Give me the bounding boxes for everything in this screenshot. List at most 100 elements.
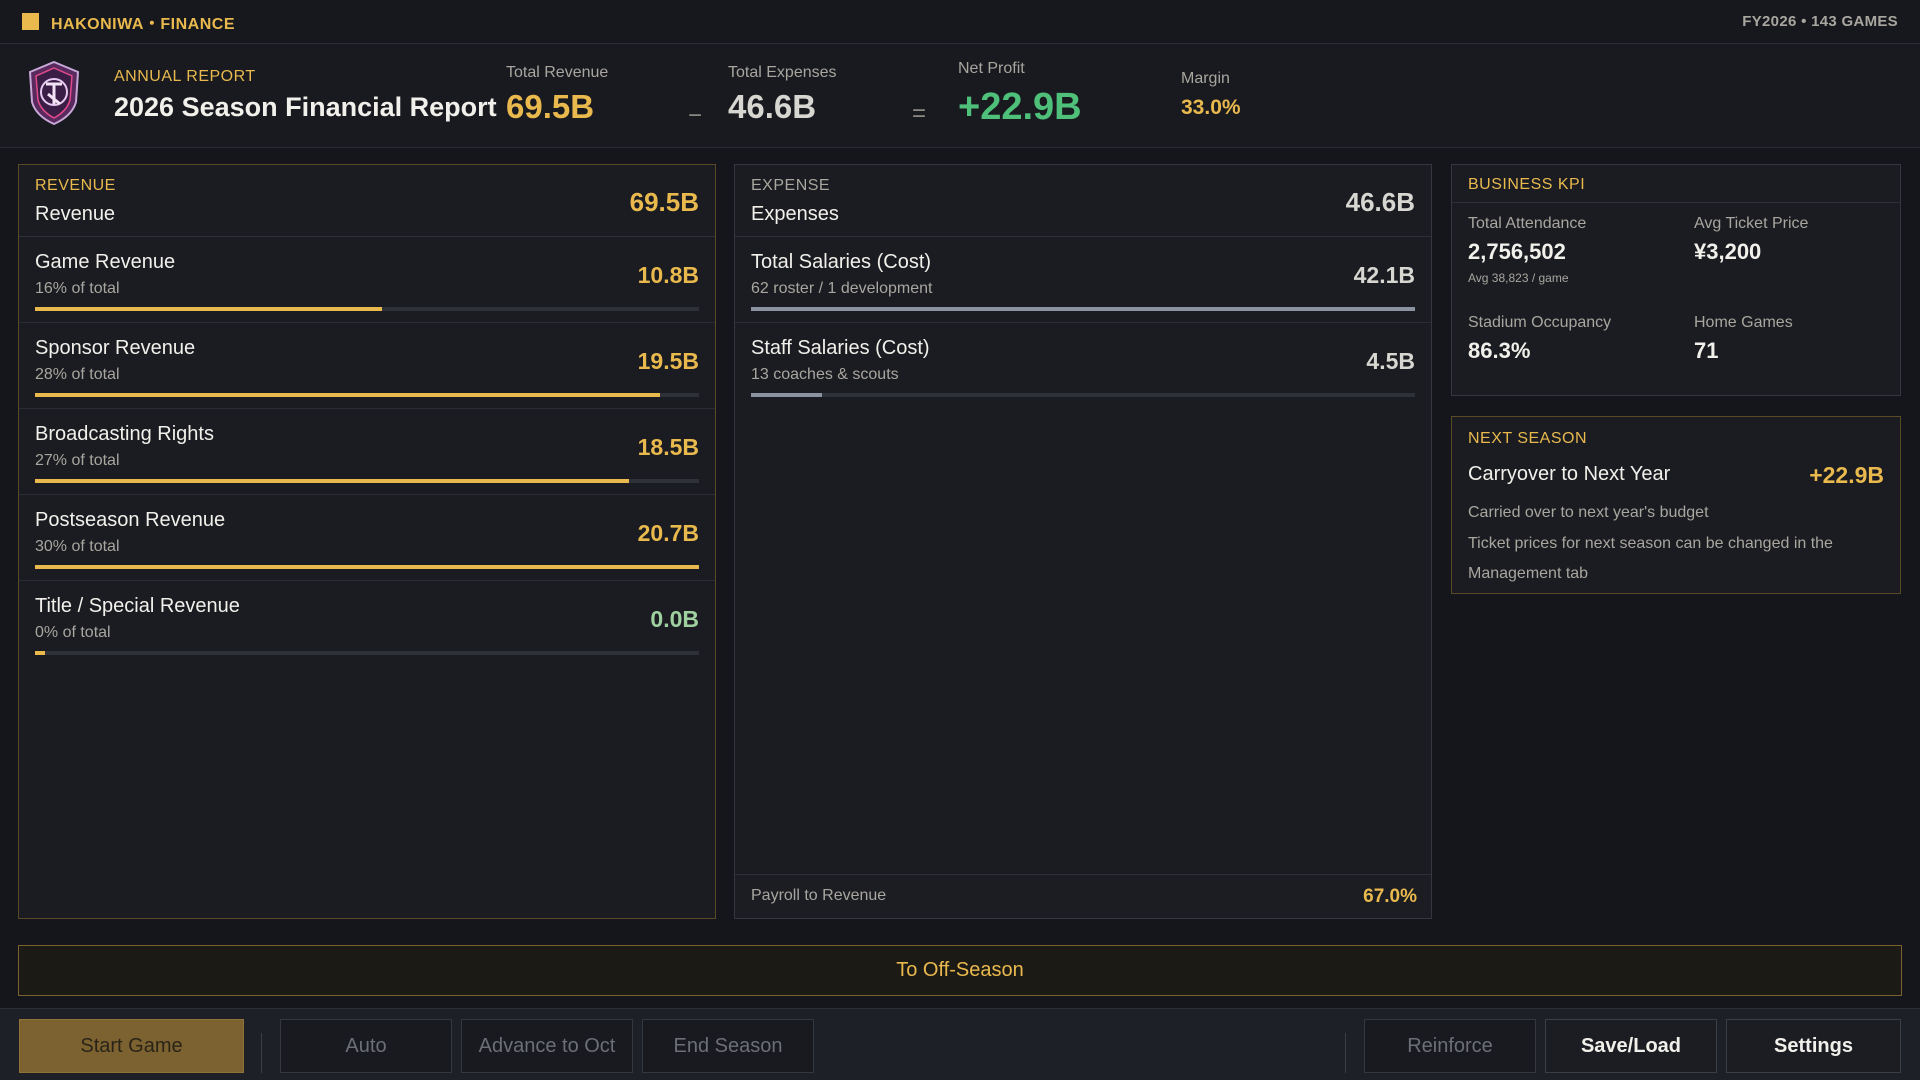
brand: HAKONIWA・FINANCE (22, 10, 235, 34)
kpi-occupancy: Stadium Occupancy 86.3% (1468, 314, 1611, 364)
kpi-home-games: Home Games 71 (1694, 314, 1793, 364)
kpi-kicker: BUSINESS KPI (1468, 176, 1586, 193)
share-bar-fill (35, 479, 629, 483)
line-item-share: 28% of total (35, 366, 120, 383)
payroll-ratio-label: Payroll to Revenue (751, 887, 887, 904)
save-load-button[interactable]: Save/Load (1545, 1019, 1717, 1073)
report-header: ANNUAL REPORT 2026 Season Financial Repo… (0, 44, 1920, 148)
line-item-value: 0.0B (650, 606, 699, 632)
line-item-row: Game Revenue 16% of total 10.8B (19, 237, 715, 323)
home-games-value: 71 (1694, 338, 1719, 363)
team-crest-icon (28, 60, 80, 126)
line-item-share: 16% of total (35, 280, 120, 297)
start-game-button[interactable]: Start Game (19, 1019, 244, 1073)
kpi-attendance: Total Attendance 2,756,502 Avg 38,823 / … (1468, 215, 1586, 285)
top-bar: HAKONIWA・FINANCE FY2026 • 143 GAMES (0, 0, 1920, 44)
share-bar-fill (35, 565, 699, 569)
share-bar-fill (751, 307, 1415, 311)
to-offseason-button[interactable]: To Off-Season (18, 945, 1902, 996)
total-revenue-label: Total Revenue (506, 64, 609, 81)
total-expenses-label: Total Expenses (728, 64, 837, 81)
line-item-name: Broadcasting Rights (35, 423, 214, 445)
toolbar-divider (1345, 1033, 1346, 1073)
net-profit-label: Net Profit (958, 60, 1025, 77)
season-meta: FY2026 • 143 GAMES (1742, 13, 1898, 30)
ticket-price-label: Avg Ticket Price (1694, 215, 1809, 232)
line-item-share: 0% of total (35, 624, 111, 641)
share-bar-fill (35, 307, 383, 311)
expense-panel: EXPENSE Expenses 46.6B Total Salaries (C… (734, 164, 1432, 919)
toolbar-divider (261, 1033, 262, 1073)
page-title: 2026 Season Financial Report (114, 92, 497, 122)
line-item-value: 18.5B (637, 434, 699, 460)
payroll-ratio-footer: Payroll to Revenue 67.0% (735, 874, 1431, 918)
kpi-ticket-price: Avg Ticket Price ¥3,200 (1694, 215, 1808, 265)
line-item-row: Staff Salaries (Cost) 13 coaches & scouts… (735, 323, 1431, 409)
occupancy-value: 86.3% (1468, 338, 1531, 363)
carryover-note: Carried over to next year's budget (1468, 504, 1709, 521)
line-item-row: Title / Special Revenue 0% of total 0.0B (19, 581, 715, 667)
line-item-value: 10.8B (637, 262, 699, 288)
line-item-row: Broadcasting Rights 27% of total 18.5B (19, 409, 715, 495)
auto-button[interactable]: Auto (280, 1019, 452, 1073)
business-kpi-panel: BUSINESS KPI Total Attendance 2,756,502 … (1451, 164, 1901, 396)
revenue-panel-header: REVENUE Revenue 69.5B (19, 165, 715, 237)
share-bar-fill (35, 393, 661, 397)
line-item-row: Sponsor Revenue 28% of total 19.5B (19, 323, 715, 409)
line-item-share: 62 roster / 1 development (751, 280, 933, 297)
share-bar-track (35, 565, 699, 569)
line-item-value: 20.7B (637, 520, 699, 546)
ticket-price-value: ¥3,200 (1694, 239, 1762, 264)
expense-panel-header: EXPENSE Expenses 46.6B (735, 165, 1431, 237)
attendance-value: 2,756,502 (1468, 239, 1566, 264)
margin-value: 33.0% (1181, 96, 1241, 119)
share-bar-track (35, 651, 699, 655)
margin-label: Margin (1181, 70, 1230, 87)
next-season-panel: NEXT SEASON Carryover to Next Year +22.9… (1451, 416, 1901, 594)
equals-operator: = (912, 100, 927, 127)
share-bar-track (751, 393, 1415, 397)
carryover-value: +22.9B (1809, 462, 1884, 488)
line-item-name: Staff Salaries (Cost) (751, 337, 930, 359)
line-item-name: Postseason Revenue (35, 509, 226, 531)
revenue-panel: REVENUE Revenue 69.5B Game Revenue 16% of… (18, 164, 716, 919)
line-item-value: 19.5B (637, 348, 699, 374)
share-bar-track (35, 393, 699, 397)
bottom-toolbar: Start Game Auto Advance to Oct End Seaso… (0, 1008, 1920, 1080)
share-bar-track (35, 479, 699, 483)
share-bar-track (35, 307, 699, 311)
line-item-row: Total Salaries (Cost) 62 roster / 1 devel… (735, 237, 1431, 323)
line-item-share: 13 coaches & scouts (751, 366, 899, 383)
advance-to-oct-button[interactable]: Advance to Oct (461, 1019, 633, 1073)
next-season-kicker: NEXT SEASON (1468, 430, 1588, 447)
minus-operator: − (688, 102, 703, 129)
line-item-share: 27% of total (35, 452, 120, 469)
line-item-share: 30% of total (35, 538, 120, 555)
share-bar-fill (751, 393, 823, 397)
brand-title: HAKONIWA・FINANCE (51, 15, 235, 33)
home-games-label: Home Games (1694, 314, 1793, 331)
expense-total: 46.6B (1345, 187, 1415, 217)
settings-button[interactable]: Settings (1726, 1019, 1901, 1073)
revenue-kicker: REVENUE (35, 177, 116, 194)
report-kicker: ANNUAL REPORT (114, 68, 256, 85)
kpi-header: BUSINESS KPI (1452, 165, 1900, 203)
share-bar-fill (35, 651, 45, 655)
line-item-name: Title / Special Revenue (35, 595, 240, 617)
line-item-name: Game Revenue (35, 251, 176, 273)
line-item-name: Sponsor Revenue (35, 337, 196, 359)
expense-kicker: EXPENSE (751, 177, 831, 194)
net-profit-value: +22.9B (958, 86, 1082, 128)
share-bar-track (751, 307, 1415, 311)
line-item-value: 4.5B (1366, 348, 1415, 374)
expense-title: Expenses (751, 203, 839, 225)
line-item-row: Postseason Revenue 30% of total 20.7B (19, 495, 715, 581)
payroll-ratio-value: 67.0% (1363, 886, 1417, 907)
revenue-title: Revenue (35, 203, 116, 225)
end-season-button[interactable]: End Season (642, 1019, 814, 1073)
attendance-sub: Avg 38,823 / game (1468, 271, 1569, 285)
brand-square-icon (22, 13, 39, 30)
reinforce-button[interactable]: Reinforce (1364, 1019, 1536, 1073)
line-item-name: Total Salaries (Cost) (751, 251, 932, 273)
occupancy-label: Stadium Occupancy (1468, 314, 1612, 331)
